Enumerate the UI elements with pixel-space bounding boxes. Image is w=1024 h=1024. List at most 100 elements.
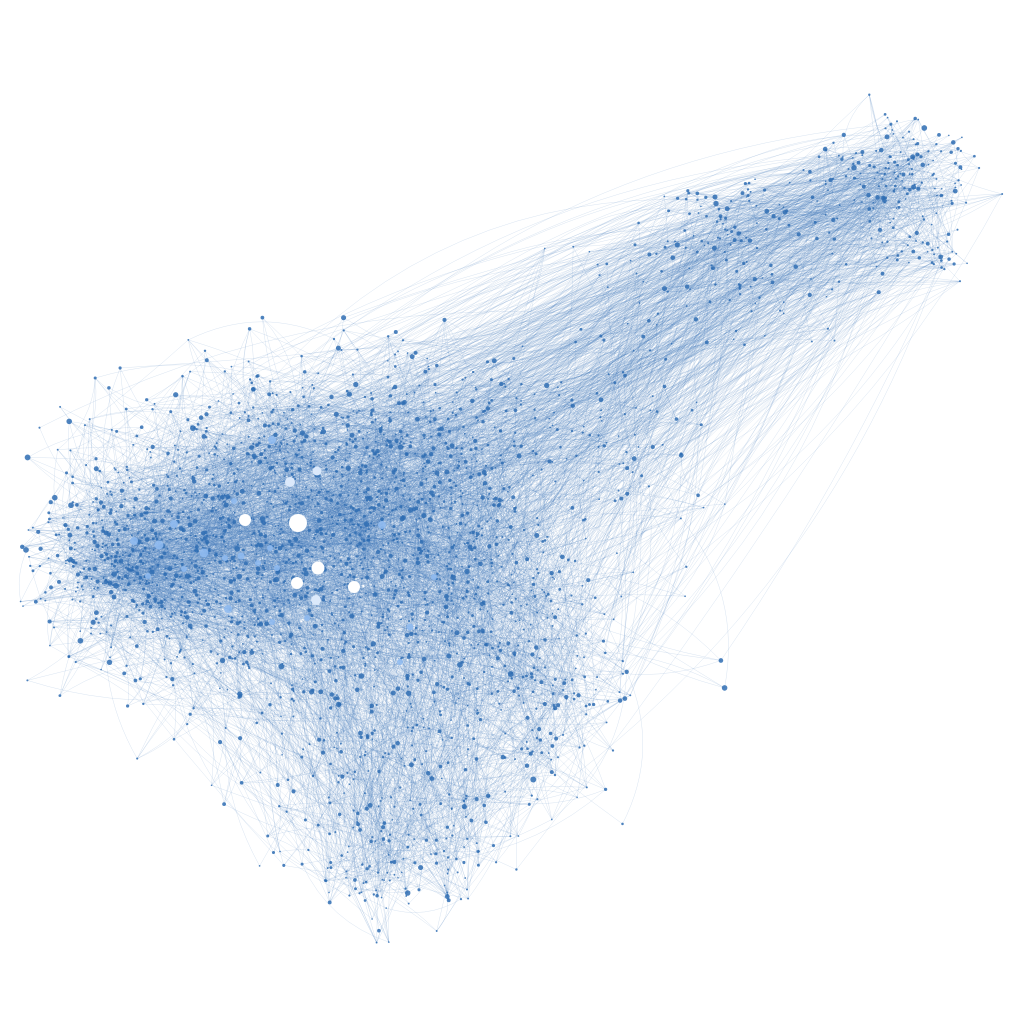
node xyxy=(661,286,668,292)
node xyxy=(884,184,888,188)
node xyxy=(875,195,880,200)
node xyxy=(59,405,62,408)
node xyxy=(116,570,119,574)
node xyxy=(743,343,746,347)
node xyxy=(487,592,490,595)
node xyxy=(93,376,97,380)
node xyxy=(221,515,225,519)
node xyxy=(348,894,351,897)
node xyxy=(377,805,380,808)
node xyxy=(300,455,304,459)
node xyxy=(233,480,237,484)
node xyxy=(338,553,341,555)
node xyxy=(180,562,184,566)
node xyxy=(533,595,537,598)
node xyxy=(241,480,245,483)
node xyxy=(446,582,448,584)
node xyxy=(223,533,225,535)
node xyxy=(553,773,557,777)
node xyxy=(837,154,840,157)
node xyxy=(704,195,708,200)
node xyxy=(473,546,477,550)
node xyxy=(237,691,243,697)
node xyxy=(394,353,397,356)
node xyxy=(232,578,236,582)
node xyxy=(525,715,530,720)
node xyxy=(847,167,850,171)
node xyxy=(482,670,486,674)
node xyxy=(936,194,938,197)
node xyxy=(748,199,751,202)
node xyxy=(256,374,260,378)
node xyxy=(438,764,443,769)
node xyxy=(841,132,846,138)
node xyxy=(87,567,92,571)
node xyxy=(255,721,259,725)
node xyxy=(108,589,114,595)
node xyxy=(346,557,351,561)
node xyxy=(392,539,395,542)
node xyxy=(415,723,419,727)
node xyxy=(471,614,474,618)
node xyxy=(103,580,108,585)
node xyxy=(279,532,282,535)
node xyxy=(392,525,396,528)
node xyxy=(576,796,578,799)
node xyxy=(335,459,338,462)
node xyxy=(892,133,895,135)
node xyxy=(371,738,374,741)
node xyxy=(631,471,634,474)
node xyxy=(334,831,337,834)
node xyxy=(603,787,608,792)
node xyxy=(322,540,326,544)
node xyxy=(186,516,191,520)
node xyxy=(183,551,186,554)
node xyxy=(936,246,939,249)
hub-node xyxy=(312,466,322,476)
node xyxy=(476,586,480,589)
node xyxy=(647,318,651,323)
node xyxy=(696,198,699,201)
node xyxy=(337,774,340,777)
node xyxy=(571,403,575,408)
node xyxy=(101,526,105,529)
node xyxy=(386,871,389,874)
node xyxy=(227,518,231,522)
node xyxy=(370,411,373,415)
node xyxy=(448,536,451,540)
node xyxy=(519,444,523,448)
node xyxy=(547,752,550,754)
node xyxy=(225,494,231,499)
node xyxy=(160,518,165,524)
node xyxy=(426,357,429,360)
node xyxy=(185,635,188,637)
node xyxy=(542,701,547,707)
node xyxy=(113,520,117,524)
node xyxy=(532,666,536,670)
node xyxy=(905,192,909,196)
node xyxy=(427,531,430,534)
node xyxy=(397,572,401,577)
node xyxy=(225,521,228,524)
node xyxy=(702,506,705,509)
node xyxy=(96,508,100,512)
node xyxy=(711,266,715,271)
node xyxy=(337,781,340,784)
node xyxy=(232,519,237,524)
node xyxy=(192,707,195,710)
node xyxy=(917,153,920,156)
node xyxy=(438,615,440,617)
node xyxy=(339,742,342,745)
node xyxy=(409,354,415,360)
node xyxy=(109,490,112,493)
node xyxy=(422,717,425,720)
node xyxy=(437,474,440,477)
node xyxy=(345,443,349,446)
node xyxy=(296,404,300,408)
node xyxy=(213,483,216,487)
node xyxy=(373,476,376,479)
node xyxy=(833,339,836,342)
node xyxy=(299,423,302,426)
node xyxy=(763,188,767,192)
node xyxy=(220,535,223,539)
